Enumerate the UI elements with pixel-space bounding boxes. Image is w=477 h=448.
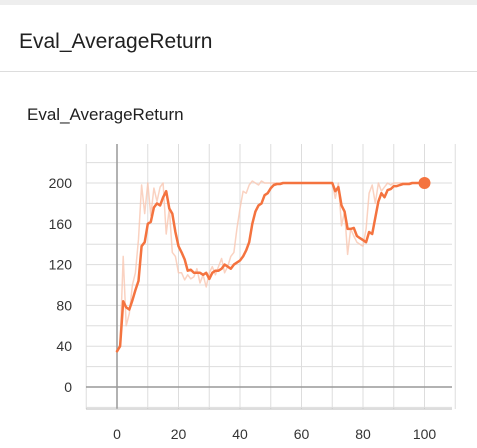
y-tick-label: 0: [64, 379, 72, 395]
chart-card-title: Eval_AverageReturn: [27, 105, 184, 124]
y-tick-label: 40: [56, 338, 72, 354]
series-line-raw: [116, 180, 426, 353]
section-title: Eval_AverageReturn: [19, 30, 213, 53]
y-tick-label: 200: [49, 175, 73, 191]
x-tick-label: 80: [355, 426, 371, 442]
top-divider: [0, 0, 477, 5]
x-tick-label: 100: [413, 426, 437, 442]
series-end-marker[interactable]: [418, 177, 431, 189]
x-tick-label: 0: [113, 426, 121, 442]
series-line-smoothed: [115, 181, 426, 353]
section-header[interactable]: Eval_AverageReturn: [0, 5, 477, 72]
x-tick-label: 20: [171, 426, 187, 442]
y-tick-label: 120: [49, 257, 73, 273]
x-tick-label: 40: [232, 426, 248, 442]
y-tick-label: 80: [56, 297, 72, 313]
y-tick-label: 160: [49, 216, 73, 232]
x-tick-label: 60: [294, 426, 310, 442]
